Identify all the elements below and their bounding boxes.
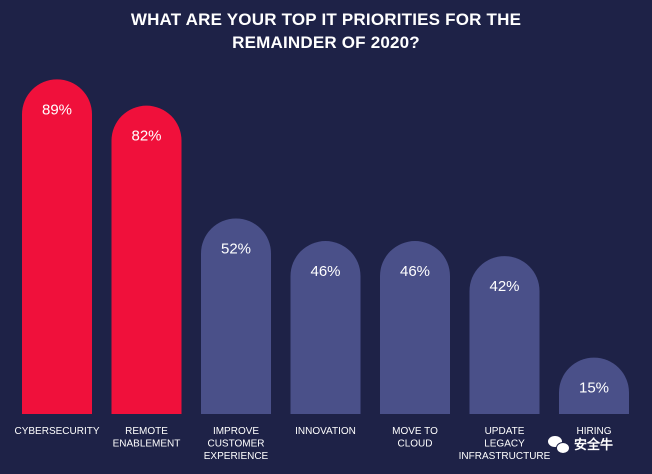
category-label-3: IMPROVE CUSTOMER EXPERIENCE xyxy=(204,426,269,462)
data-label-2: 82% xyxy=(131,128,161,145)
bar-6 xyxy=(469,256,540,414)
category-label-6: UPDATE LEGACY INFRASTRUCTURE xyxy=(459,426,551,462)
data-label-7: 15% xyxy=(579,380,609,397)
data-label-3: 52% xyxy=(221,240,251,257)
category-label-1: CYBERSECURITY xyxy=(14,426,99,437)
category-label-5: MOVE TO CLOUD xyxy=(392,426,438,450)
data-label-5: 46% xyxy=(400,263,430,280)
bar-4 xyxy=(290,241,361,414)
wechat-icon xyxy=(548,435,570,454)
data-label-1: 89% xyxy=(42,101,72,118)
chart-title-line-1: WHAT ARE YOUR TOP IT PRIORITIES FOR THE xyxy=(130,10,522,29)
category-label-4: INNOVATION xyxy=(295,426,356,437)
data-label-6: 42% xyxy=(489,278,519,295)
bar-7 xyxy=(559,357,629,414)
bar-1 xyxy=(22,79,92,415)
chart-title: WHAT ARE YOUR TOP IT PRIORITIES FOR THE … xyxy=(0,8,652,54)
category-label-2: REMOTE ENABLEMENT xyxy=(113,426,181,450)
bar-5 xyxy=(380,241,450,414)
bar-3 xyxy=(201,218,271,414)
data-label-4: 46% xyxy=(310,263,340,280)
category-label-7: HIRING xyxy=(577,426,612,437)
watermark-text: 安全牛 xyxy=(574,437,614,452)
chart-title-line-2: REMAINDER OF 2020? xyxy=(232,33,420,52)
bar-2 xyxy=(111,105,182,414)
watermark: 安全牛 xyxy=(548,434,614,454)
